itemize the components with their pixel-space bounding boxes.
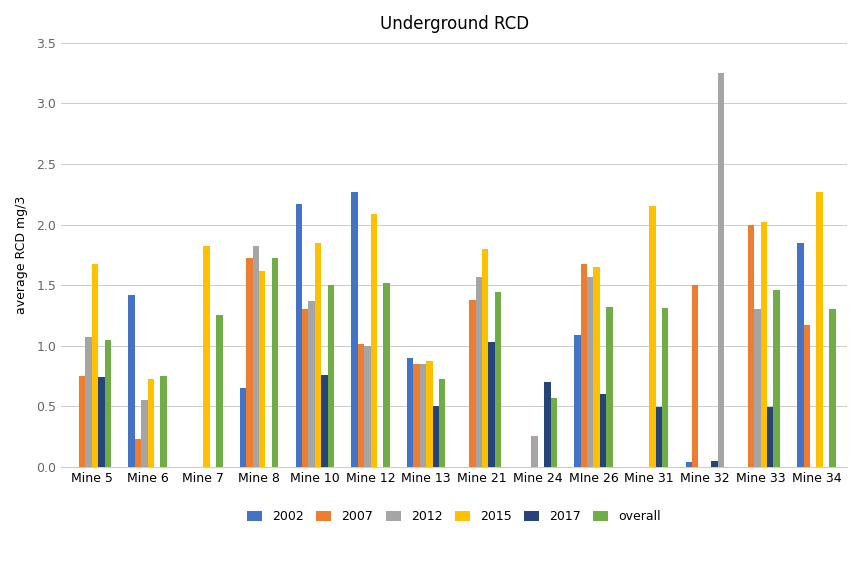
Bar bbox=[599, 394, 605, 467]
Bar bbox=[85, 337, 92, 467]
Bar bbox=[425, 361, 432, 467]
Bar bbox=[370, 213, 376, 467]
Bar bbox=[295, 204, 301, 467]
Bar bbox=[239, 388, 246, 467]
Bar bbox=[828, 309, 834, 467]
Bar bbox=[580, 264, 586, 467]
Bar bbox=[747, 224, 753, 467]
Bar bbox=[468, 300, 475, 467]
Bar bbox=[92, 264, 98, 467]
Bar bbox=[691, 285, 697, 467]
Bar bbox=[530, 436, 537, 467]
Bar bbox=[494, 292, 500, 467]
Bar bbox=[759, 222, 766, 467]
Bar bbox=[419, 364, 425, 467]
Bar bbox=[802, 325, 809, 467]
Bar bbox=[717, 73, 723, 467]
Bar bbox=[413, 364, 419, 467]
Bar bbox=[383, 283, 389, 467]
Bar bbox=[573, 335, 580, 467]
Bar bbox=[605, 307, 612, 467]
Bar bbox=[308, 301, 314, 467]
Bar bbox=[655, 407, 661, 467]
Bar bbox=[246, 258, 252, 467]
Bar bbox=[259, 270, 265, 467]
Bar bbox=[79, 376, 85, 467]
Bar bbox=[586, 277, 592, 467]
Bar bbox=[357, 344, 363, 467]
Bar bbox=[406, 358, 413, 467]
Bar bbox=[98, 377, 104, 467]
Bar bbox=[301, 309, 308, 467]
Bar bbox=[160, 376, 167, 467]
Bar bbox=[134, 439, 141, 467]
Bar bbox=[438, 380, 445, 467]
Bar bbox=[796, 243, 802, 467]
Bar bbox=[216, 315, 222, 467]
Bar bbox=[543, 382, 550, 467]
Bar bbox=[766, 407, 772, 467]
Bar bbox=[271, 258, 278, 467]
Bar bbox=[141, 400, 147, 467]
Bar bbox=[772, 290, 779, 467]
Bar bbox=[475, 277, 481, 467]
Bar bbox=[314, 243, 321, 467]
Bar bbox=[815, 192, 821, 467]
Bar bbox=[661, 308, 667, 467]
Bar bbox=[481, 249, 488, 467]
Bar bbox=[321, 375, 327, 467]
Bar bbox=[592, 267, 599, 467]
Bar bbox=[203, 246, 209, 467]
Bar bbox=[684, 462, 691, 467]
Bar bbox=[753, 309, 759, 467]
Bar bbox=[432, 406, 438, 467]
Legend: 2002, 2007, 2012, 2015, 2017, overall: 2002, 2007, 2012, 2015, 2017, overall bbox=[242, 505, 666, 528]
Bar bbox=[648, 206, 655, 467]
Bar bbox=[351, 192, 357, 467]
Bar bbox=[104, 339, 111, 467]
Title: Underground RCD: Underground RCD bbox=[379, 15, 528, 33]
Y-axis label: average RCD mg/3: average RCD mg/3 bbox=[15, 196, 28, 314]
Bar bbox=[128, 295, 134, 467]
Bar bbox=[147, 380, 154, 467]
Bar bbox=[327, 285, 333, 467]
Bar bbox=[710, 461, 717, 467]
Bar bbox=[252, 246, 259, 467]
Bar bbox=[550, 398, 556, 467]
Bar bbox=[363, 346, 370, 467]
Bar bbox=[488, 342, 494, 467]
